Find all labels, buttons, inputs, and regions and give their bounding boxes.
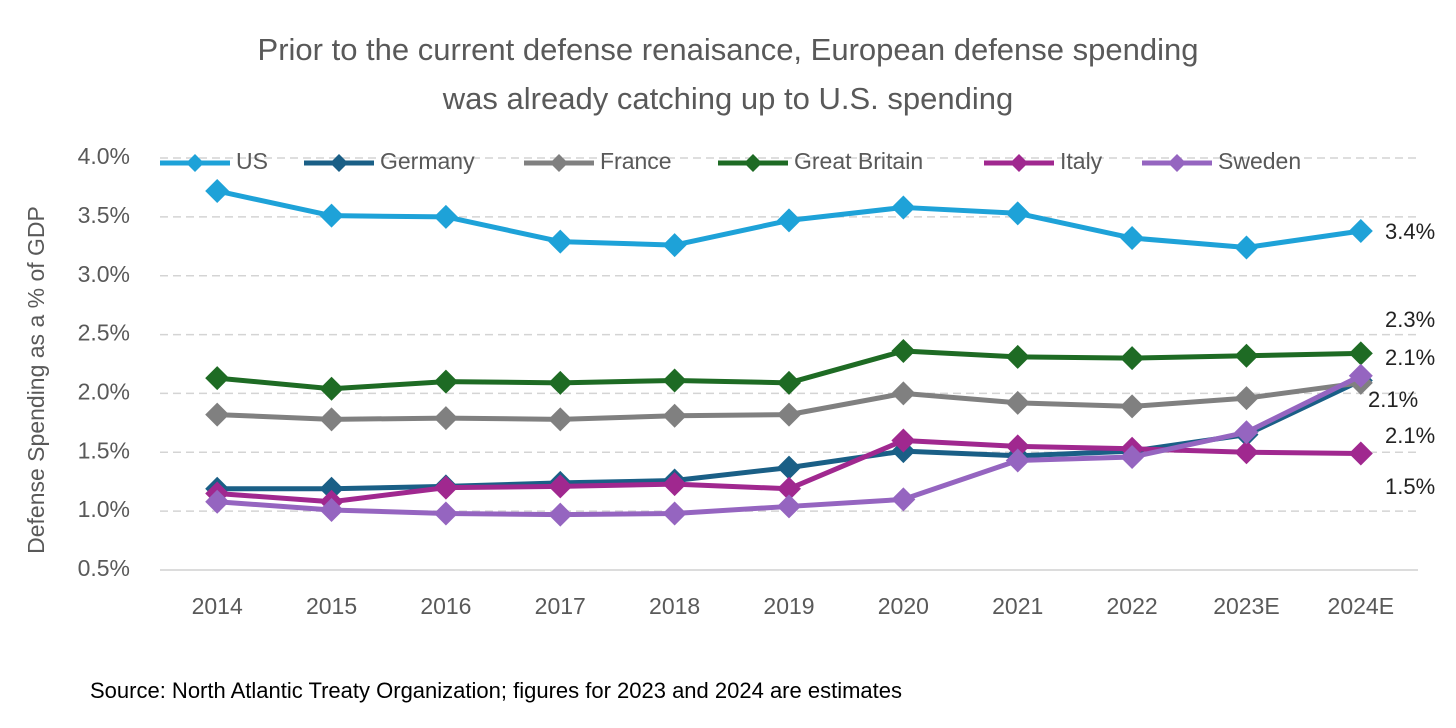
data-point: [777, 476, 801, 501]
x-tick-label: 2014: [192, 593, 243, 619]
data-point: [548, 407, 573, 432]
data-point: [1120, 394, 1145, 419]
data-label: 2.3%: [1385, 307, 1435, 332]
data-point: [1005, 344, 1030, 369]
legend-marker: [330, 154, 348, 172]
data-point: [1120, 444, 1145, 469]
data-point: [433, 475, 458, 500]
data-point: [1005, 201, 1030, 226]
x-tick-label: 2018: [649, 593, 700, 619]
data-label: 2.1%: [1385, 423, 1435, 448]
legend-marker: [550, 154, 568, 172]
data-point: [205, 489, 230, 514]
y-tick-label: 4.0%: [78, 143, 130, 169]
data-point: [777, 455, 801, 480]
data-point: [891, 339, 916, 364]
data-point: [319, 497, 344, 522]
data-point: [777, 402, 801, 427]
x-tick-label: 2019: [763, 593, 814, 619]
x-tick-label: 2020: [878, 593, 929, 619]
data-point: [1120, 346, 1145, 371]
data-point: [662, 233, 687, 258]
data-point: [1005, 448, 1030, 473]
data-point: [891, 195, 916, 220]
x-tick-label: 2016: [420, 593, 471, 619]
data-point: [1348, 218, 1373, 243]
y-tick-label: 3.0%: [78, 261, 130, 287]
legend-label: Great Britain: [794, 148, 923, 174]
data-point: [1005, 434, 1030, 459]
chart-title: was already catching up to U.S. spending: [442, 81, 1013, 116]
data-point: [662, 501, 687, 526]
data-point: [433, 406, 458, 431]
x-tick-label: 2024E: [1328, 593, 1395, 619]
legend-marker: [1010, 154, 1028, 172]
x-tick-label: 2017: [535, 593, 586, 619]
data-point: [1234, 235, 1259, 260]
y-tick-label: 2.0%: [78, 379, 130, 405]
legend-label: Sweden: [1218, 148, 1301, 174]
data-point: [891, 428, 916, 453]
data-point: [548, 370, 573, 395]
chart-title: Prior to the current defense renaisance,…: [258, 32, 1199, 67]
data-point: [1234, 440, 1259, 465]
legend-label: France: [600, 148, 672, 174]
legend-label: Germany: [380, 148, 475, 174]
y-axis-label: Defense Spending as a % of GDP: [23, 206, 49, 554]
data-point: [1005, 390, 1030, 415]
data-label: 2.1%: [1368, 387, 1418, 412]
y-tick-label: 2.5%: [78, 320, 130, 346]
y-tick-label: 0.5%: [78, 555, 130, 581]
data-point: [548, 474, 573, 499]
x-tick-label: 2022: [1107, 593, 1158, 619]
legend-label: US: [236, 148, 268, 174]
data-label: 2.1%: [1385, 345, 1435, 370]
source-note: Source: North Atlantic Treaty Organizati…: [90, 678, 902, 703]
y-tick-label: 1.5%: [78, 437, 130, 463]
data-point: [205, 366, 230, 391]
data-point: [662, 403, 687, 428]
legend-label: Italy: [1060, 148, 1103, 174]
data-point: [1348, 363, 1373, 388]
data-label: 1.5%: [1385, 474, 1435, 499]
data-point: [433, 369, 458, 394]
data-point: [1348, 441, 1373, 466]
data-label: 3.4%: [1385, 219, 1435, 244]
data-point: [319, 203, 344, 228]
legend-marker: [186, 154, 204, 172]
data-point: [891, 487, 916, 512]
data-point: [1234, 420, 1259, 445]
data-point: [777, 494, 801, 519]
data-point: [662, 368, 687, 393]
data-point: [433, 204, 458, 229]
data-point: [319, 376, 344, 401]
data-point: [548, 502, 573, 527]
x-tick-label: 2021: [992, 593, 1043, 619]
x-tick-label: 2015: [306, 593, 357, 619]
data-point: [433, 501, 458, 526]
data-point: [205, 402, 230, 427]
data-point: [319, 407, 344, 432]
legend-marker: [1168, 154, 1186, 172]
x-tick-label: 2023E: [1213, 593, 1280, 619]
y-tick-label: 3.5%: [78, 202, 130, 228]
data-point: [1234, 343, 1259, 368]
data-point: [1234, 386, 1259, 411]
data-point: [1120, 226, 1145, 251]
data-point: [319, 476, 344, 501]
data-point: [662, 472, 687, 497]
data-point: [777, 370, 801, 395]
data-point: [777, 208, 801, 233]
data-point: [891, 381, 916, 406]
legend-marker: [744, 154, 762, 172]
y-tick-label: 1.0%: [78, 496, 130, 522]
data-point: [1348, 341, 1373, 366]
data-point: [205, 178, 230, 203]
data-point: [548, 229, 573, 254]
